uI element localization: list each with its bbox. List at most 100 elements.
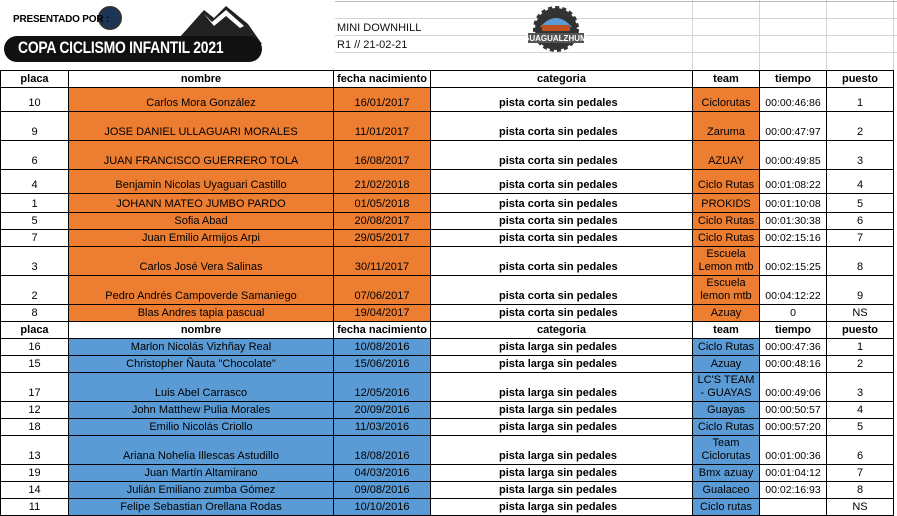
cell-team[interactable]: PROKIDS	[692, 193, 760, 213]
cell-tiempo[interactable]: 0	[759, 304, 827, 322]
cell-team[interactable]: Ciclo Rutas	[692, 338, 760, 356]
cell-puesto[interactable]: 3	[826, 372, 894, 402]
cell-tiempo[interactable]: 00:02:16:93	[759, 481, 827, 499]
cell-nombre[interactable]: Ariana Nohelia Illescas Astudillo	[68, 435, 334, 465]
cell-team[interactable]: Escuela lemon mtb	[692, 275, 760, 305]
cell-puesto[interactable]: NS	[826, 498, 894, 516]
cell-fecha-nacimiento[interactable]: 15/06/2016	[333, 355, 431, 373]
cell-team[interactable]: Bmx azuay	[692, 464, 760, 482]
cell-puesto[interactable]: 1	[826, 87, 894, 112]
cell-fecha-nacimiento[interactable]: 10/10/2016	[333, 498, 431, 516]
cell-tiempo[interactable]: 00:04:12:22	[759, 275, 827, 305]
cell-placa[interactable]: 15	[0, 355, 69, 373]
cell-placa[interactable]: 14	[0, 481, 69, 499]
cell-placa[interactable]: 9	[0, 111, 69, 141]
cell-placa[interactable]: 10	[0, 87, 69, 112]
cell-categoria[interactable]: pista larga sin pedales	[430, 372, 693, 402]
cell-categoria[interactable]: pista corta sin pedales	[430, 212, 693, 230]
cell-puesto[interactable]: 9	[826, 275, 894, 305]
cell-team[interactable]: Ciclo Rutas	[692, 229, 760, 247]
cell-puesto[interactable]: 6	[826, 435, 894, 465]
cell-puesto[interactable]: 5	[826, 193, 894, 213]
cell-nombre[interactable]: Felipe Sebastian Orellana Rodas	[68, 498, 334, 516]
column-header-team[interactable]: team	[692, 321, 760, 339]
cell-tiempo[interactable]: 00:00:57:20	[759, 418, 827, 436]
cell-fecha-nacimiento[interactable]: 09/08/2016	[333, 481, 431, 499]
cell-tiempo[interactable]: 00:01:10:08	[759, 193, 827, 213]
cell-placa[interactable]: 4	[0, 169, 69, 194]
cell-puesto[interactable]: 8	[826, 481, 894, 499]
column-header-nombre[interactable]: nombre	[68, 70, 334, 88]
cell-categoria[interactable]: pista larga sin pedales	[430, 481, 693, 499]
cell-nombre[interactable]: Christopher Ñauta "Chocolate"	[68, 355, 334, 373]
cell-puesto[interactable]: 2	[826, 111, 894, 141]
cell-categoria[interactable]: pista larga sin pedales	[430, 355, 693, 373]
cell-team[interactable]: Azuay	[692, 355, 760, 373]
cell-fecha-nacimiento[interactable]: 20/09/2016	[333, 401, 431, 419]
cell-placa[interactable]: 17	[0, 372, 69, 402]
cell-tiempo[interactable]: 00:00:47:97	[759, 111, 827, 141]
cell-puesto[interactable]: 2	[826, 355, 894, 373]
cell-puesto[interactable]: 4	[826, 401, 894, 419]
cell-team[interactable]: Guayas	[692, 401, 760, 419]
cell-nombre[interactable]: Juan Martín Altamirano	[68, 464, 334, 482]
cell-nombre[interactable]: Carlos José Vera Salinas	[68, 246, 334, 276]
cell-fecha-nacimiento[interactable]: 21/02/2018	[333, 169, 431, 194]
cell-placa[interactable]: 16	[0, 338, 69, 356]
cell-categoria[interactable]: pista corta sin pedales	[430, 169, 693, 194]
cell-categoria[interactable]: pista larga sin pedales	[430, 464, 693, 482]
cell-fecha-nacimiento[interactable]: 11/03/2016	[333, 418, 431, 436]
cell-nombre[interactable]: Benjamin Nicolas Uyaguari Castillo	[68, 169, 334, 194]
cell-tiempo[interactable]: 00:00:48:16	[759, 355, 827, 373]
cell-fecha-nacimiento[interactable]: 30/11/2017	[333, 246, 431, 276]
cell-placa[interactable]: 11	[0, 498, 69, 516]
cell-tiempo[interactable]: 00:01:30:38	[759, 212, 827, 230]
cell-fecha-nacimiento[interactable]: 20/08/2017	[333, 212, 431, 230]
cell-placa[interactable]: 3	[0, 246, 69, 276]
cell-placa[interactable]: 13	[0, 435, 69, 465]
cell-categoria[interactable]: pista corta sin pedales	[430, 87, 693, 112]
cell-puesto[interactable]: 7	[826, 229, 894, 247]
cell-puesto[interactable]: 3	[826, 140, 894, 170]
column-header-categoria[interactable]: categoria	[430, 321, 693, 339]
cell-team[interactable]: Gualaceo	[692, 481, 760, 499]
cell-tiempo[interactable]: 00:00:47:36	[759, 338, 827, 356]
column-header-puesto[interactable]: puesto	[826, 70, 894, 88]
cell-placa[interactable]: 6	[0, 140, 69, 170]
cell-categoria[interactable]: pista corta sin pedales	[430, 229, 693, 247]
cell-categoria[interactable]: pista larga sin pedales	[430, 435, 693, 465]
cell-team[interactable]: Azuay	[692, 304, 760, 322]
cell-team[interactable]: Escuela Lemon mtb	[692, 246, 760, 276]
column-header-team[interactable]: team	[692, 70, 760, 88]
cell-team[interactable]: Ciclorutas	[692, 87, 760, 112]
cell-categoria[interactable]: pista larga sin pedales	[430, 338, 693, 356]
cell-team[interactable]: Ciclo Rutas	[692, 212, 760, 230]
cell-categoria[interactable]: pista corta sin pedales	[430, 140, 693, 170]
cell-nombre[interactable]: Luis Abel Carrasco	[68, 372, 334, 402]
cell-puesto[interactable]: 8	[826, 246, 894, 276]
cell-fecha-nacimiento[interactable]: 16/08/2017	[333, 140, 431, 170]
cell-nombre[interactable]: Emilio Nicolás Criollo	[68, 418, 334, 436]
cell-nombre[interactable]: JOHANN MATEO JUMBO PARDO	[68, 193, 334, 213]
cell-puesto[interactable]: 4	[826, 169, 894, 194]
cell-fecha-nacimiento[interactable]: 29/05/2017	[333, 229, 431, 247]
cell-tiempo[interactable]: 00:01:00:36	[759, 435, 827, 465]
cell-fecha-nacimiento[interactable]: 18/08/2016	[333, 435, 431, 465]
cell-nombre[interactable]: Blas Andres tapia pascual	[68, 304, 334, 322]
cell-puesto[interactable]: NS	[826, 304, 894, 322]
cell-nombre[interactable]: JUAN FRANCISCO GUERRERO TOLA	[68, 140, 334, 170]
cell-placa[interactable]: 1	[0, 193, 69, 213]
cell-categoria[interactable]: pista larga sin pedales	[430, 418, 693, 436]
cell-team[interactable]: AZUAY	[692, 140, 760, 170]
cell-puesto[interactable]: 5	[826, 418, 894, 436]
cell-fecha-nacimiento[interactable]: 16/01/2017	[333, 87, 431, 112]
cell-categoria[interactable]: pista corta sin pedales	[430, 111, 693, 141]
column-header-nombre[interactable]: nombre	[68, 321, 334, 339]
cell-tiempo[interactable]: 00:00:49:85	[759, 140, 827, 170]
cell-fecha-nacimiento[interactable]: 11/01/2017	[333, 111, 431, 141]
column-header-placa[interactable]: placa	[0, 70, 69, 88]
cell-tiempo[interactable]: 00:02:15:25	[759, 246, 827, 276]
cell-fecha-nacimiento[interactable]: 04/03/2016	[333, 464, 431, 482]
cell-categoria[interactable]: pista corta sin pedales	[430, 275, 693, 305]
cell-placa[interactable]: 7	[0, 229, 69, 247]
